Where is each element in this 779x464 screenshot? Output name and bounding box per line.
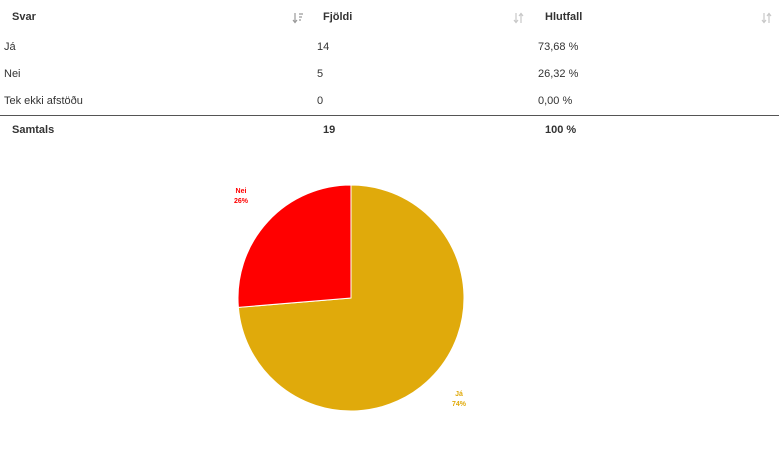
- total-hlutfall: 100 %: [545, 124, 577, 136]
- table-row: Nei 5 26,32 %: [0, 61, 779, 88]
- slice-label-percent: 26%: [234, 198, 249, 205]
- cell-fjoldi: 14: [317, 41, 330, 53]
- cell-fjoldi: 5: [317, 68, 324, 80]
- sort-descending-icon[interactable]: [292, 12, 304, 24]
- total-label: Samtals: [12, 124, 55, 136]
- column-header-svar[interactable]: Svar: [12, 11, 36, 23]
- column-header-fjoldi[interactable]: Fjöldi: [323, 11, 353, 23]
- cell-hlutfall: 26,32 %: [538, 68, 579, 80]
- table-total-row: Samtals 19 100 %: [0, 117, 779, 144]
- cell-hlutfall: 0,00 %: [538, 95, 573, 107]
- pie-slice-nei[interactable]: [237, 184, 352, 308]
- cell-fjoldi: 0: [317, 95, 324, 107]
- cell-svar: Nei: [4, 68, 21, 80]
- slice-label-name: Nei: [236, 188, 247, 195]
- slice-label-percent: 74%: [452, 401, 467, 408]
- column-header-hlutfall[interactable]: Hlutfall: [545, 11, 583, 23]
- table-row: Tek ekki afstöðu 0 0,00 %: [0, 88, 779, 115]
- total-fjoldi: 19: [323, 124, 336, 136]
- total-divider: [0, 115, 779, 116]
- table-row: Já 14 73,68 %: [0, 34, 779, 61]
- slice-label-name: Já: [455, 391, 463, 398]
- cell-svar: Tek ekki afstöðu: [4, 95, 83, 107]
- table-header: Svar Fjöldi Hlutfall: [0, 4, 779, 31]
- cell-svar: Já: [4, 41, 16, 53]
- cell-hlutfall: 73,68 %: [538, 41, 579, 53]
- sort-icon[interactable]: [513, 12, 525, 24]
- sort-icon[interactable]: [761, 12, 773, 24]
